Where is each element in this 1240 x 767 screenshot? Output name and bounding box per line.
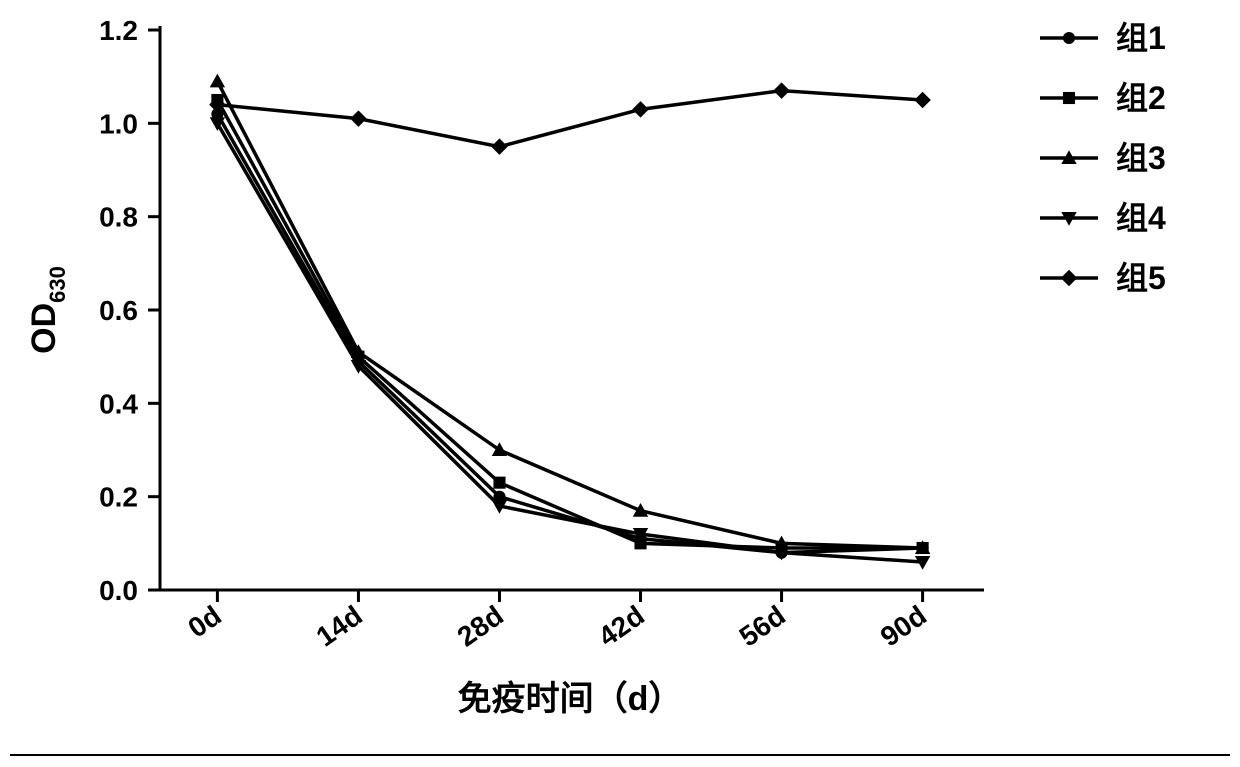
y-tick-label: 0.0 [99, 575, 138, 606]
legend-label-1: 组1 [1116, 20, 1166, 56]
legend-marker-2 [1063, 92, 1075, 104]
y-axis-title: OD630 [25, 266, 70, 354]
y-tick-label: 1.2 [99, 15, 138, 46]
series-marker-5 [632, 101, 649, 118]
y-tick-label: 0.2 [99, 482, 138, 513]
legend-marker-1 [1063, 32, 1075, 44]
legend-label-5: 组5 [1116, 260, 1166, 296]
series-marker-3 [210, 74, 225, 88]
x-tick-label: 14d [311, 600, 368, 653]
y-tick-label: 1.0 [99, 108, 138, 139]
legend-label-2: 组2 [1116, 80, 1166, 116]
x-tick-label: 28d [452, 600, 509, 653]
series-line-5 [217, 91, 922, 147]
series-marker-2 [493, 477, 505, 489]
legend-marker-5 [1061, 270, 1078, 287]
x-tick-label: 0d [182, 600, 227, 644]
series-marker-5 [350, 110, 367, 127]
y-tick-label: 0.8 [99, 202, 138, 233]
series-marker-5 [773, 82, 790, 99]
series-line-3 [217, 81, 922, 548]
x-tick-label: 90d [875, 600, 932, 653]
series-line-1 [217, 114, 922, 553]
series-marker-5 [914, 92, 931, 109]
x-axis-title: 免疫时间（d） [458, 679, 683, 718]
y-tick-label: 0.6 [99, 295, 138, 326]
series-line-4 [217, 123, 922, 562]
y-tick-label: 0.4 [99, 388, 138, 419]
line-chart: 0.0 0.2 0.4 0.6 0.8 1.0 1.2 OD630 0d 14d 28d 42d 56d… [0, 0, 1240, 767]
series-marker-5 [491, 138, 508, 155]
x-tick-label: 42d [593, 600, 650, 653]
chart-container: 0.0 0.2 0.4 0.6 0.8 1.0 1.2 OD630 0d 14d 28d 42d 56d… [0, 0, 1240, 767]
legend-label-3: 组3 [1116, 140, 1166, 176]
x-tick-label: 56d [734, 600, 791, 653]
legend-label-4: 组4 [1116, 200, 1166, 236]
